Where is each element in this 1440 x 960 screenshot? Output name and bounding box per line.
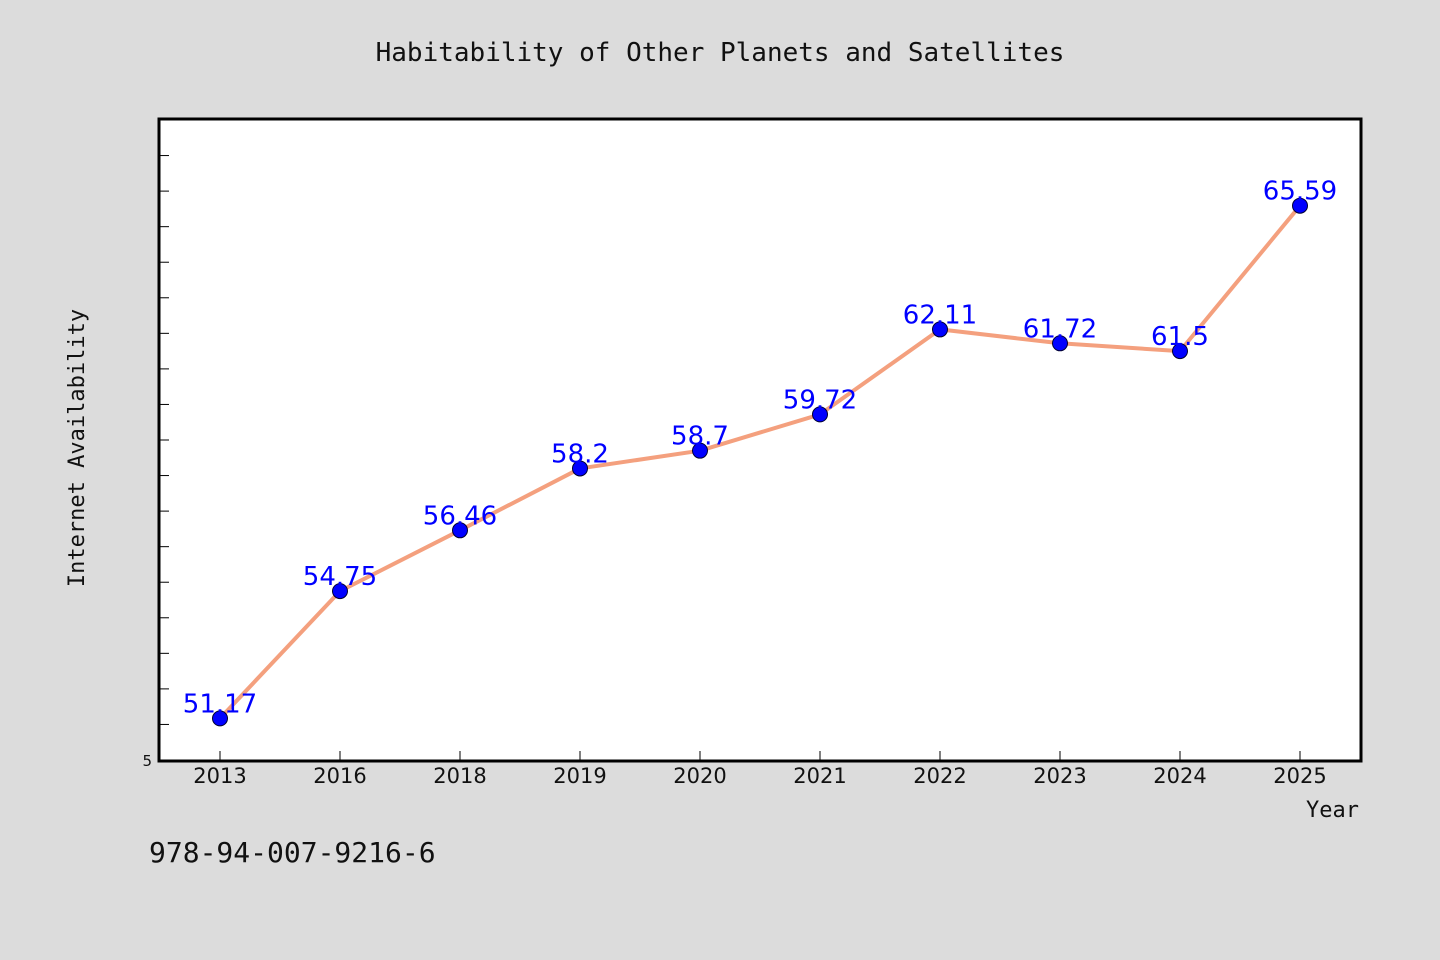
data-point [1172,343,1188,360]
data-point [932,321,948,338]
x-tick-label: 2019 [553,764,606,788]
x-tick-label: 2020 [673,764,726,788]
data-point [1052,335,1068,352]
chart-title: Habitability of Other Planets and Satell… [376,38,1065,68]
data-point [572,460,588,477]
data-point [692,442,708,459]
data-label: 61.72 [1023,314,1097,344]
data-label: 58.7 [671,422,729,452]
data-point [812,406,828,423]
data-label: 58.2 [551,439,609,469]
x-axis: 2013 2016 2018 2019 2020 2021 2022 2023 2024 2025 [193,751,1327,788]
y-axis-title: Internet Availability [65,309,90,587]
x-tick-label: 2025 [1273,764,1326,788]
plot-area [157,117,1363,763]
data-point [452,522,468,539]
x-axis-title: Year [1306,798,1359,823]
data-label: 56.46 [423,501,497,531]
data-label: 54.75 [303,562,377,592]
y-axis-ticks [159,155,169,725]
x-tick-label: 2022 [913,764,966,788]
x-tick-label: 2013 [193,764,246,788]
series-line [218,203,1302,721]
isbn-footer: 978-94-007-9216-6 [149,836,436,869]
data-label: 51.17 [183,689,257,719]
x-tick-label: 2021 [793,764,846,788]
data-label: 59.72 [783,385,857,415]
x-tick-label: 2023 [1033,764,1086,788]
data-point [1292,197,1308,214]
x-tick-label: 2018 [433,764,486,788]
data-point [332,583,348,600]
y-tick-label: 5 [142,752,152,770]
data-label: 61.5 [1151,322,1209,352]
x-tick-label: 2024 [1153,764,1206,788]
data-label: 62.11 [903,300,977,330]
data-label: 65.59 [1263,177,1337,207]
data-point [212,710,228,727]
x-tick-label: 2016 [313,764,366,788]
series-layer: 51.17 54.75 56.46 58.2 58.7 59.72 62.11 61.72 61… [183,177,1337,727]
